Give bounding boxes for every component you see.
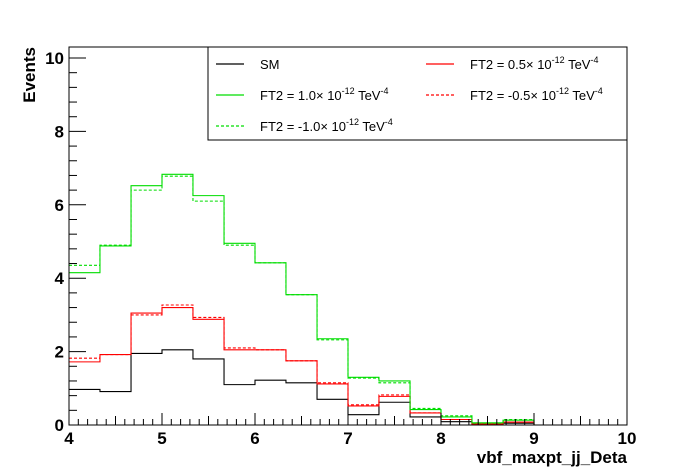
- x-tick-label: 10: [618, 429, 637, 448]
- y-tick-label: 2: [55, 343, 64, 362]
- series-layer: [69, 173, 627, 426]
- x-tick-label: 7: [343, 429, 352, 448]
- legend-box: [207, 46, 628, 141]
- y-tick-label: 6: [55, 196, 64, 215]
- x-axis-title: vbf_maxpt_jj_Deta: [477, 448, 628, 467]
- x-tick-label: 8: [436, 429, 445, 448]
- legend-label-ft2_m05: FT2 = -0.5× 10-12 TeV-4: [470, 86, 603, 103]
- y-tick-label: 8: [55, 122, 64, 141]
- series-line-ft2_m10: [69, 175, 627, 426]
- x-tick-label: 4: [64, 429, 74, 448]
- y-tick-label: 4: [55, 269, 65, 288]
- x-tick-label: 9: [529, 429, 538, 448]
- x-tick-label: 5: [157, 429, 166, 448]
- y-axis-title: Events: [20, 47, 39, 103]
- legend-label-ft2_m10: FT2 = -1.0× 10-12 TeV-4: [260, 117, 393, 134]
- legend: SM FT2 = 0.5× 10-12 TeV-4 FT2 = 1.0× 10-12…: [207, 46, 628, 141]
- y-tick-label: 0: [55, 416, 64, 435]
- y-tick-label: 10: [45, 49, 64, 68]
- x-tick-label: 6: [250, 429, 259, 448]
- legend-label-sm: SM: [260, 57, 280, 72]
- legend-label-ft2_p10: FT2 = 1.0× 10-12 TeV-4: [260, 86, 388, 103]
- legend-label-ft2_p05: FT2 = 0.5× 10-12 TeV-4: [470, 55, 598, 72]
